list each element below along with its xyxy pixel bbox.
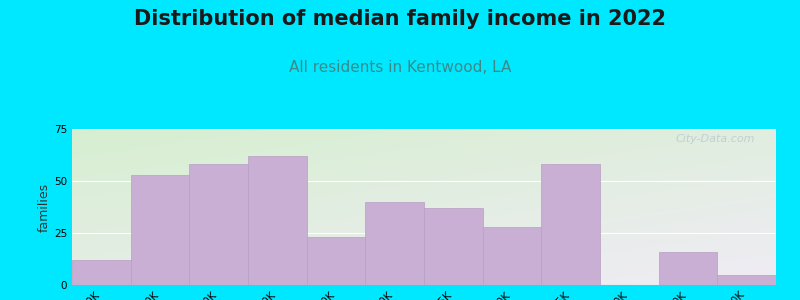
Bar — [482, 227, 542, 285]
Bar — [190, 164, 248, 285]
Bar — [306, 237, 366, 285]
Text: City-Data.com: City-Data.com — [675, 134, 755, 144]
Text: Distribution of median family income in 2022: Distribution of median family income in … — [134, 9, 666, 29]
Bar — [658, 252, 718, 285]
Bar — [424, 208, 482, 285]
Bar — [718, 274, 776, 285]
Bar — [72, 260, 130, 285]
Bar — [130, 175, 190, 285]
Bar — [366, 202, 424, 285]
Y-axis label: families: families — [38, 182, 51, 232]
Bar — [248, 156, 306, 285]
Text: All residents in Kentwood, LA: All residents in Kentwood, LA — [289, 60, 511, 75]
Bar — [542, 164, 600, 285]
